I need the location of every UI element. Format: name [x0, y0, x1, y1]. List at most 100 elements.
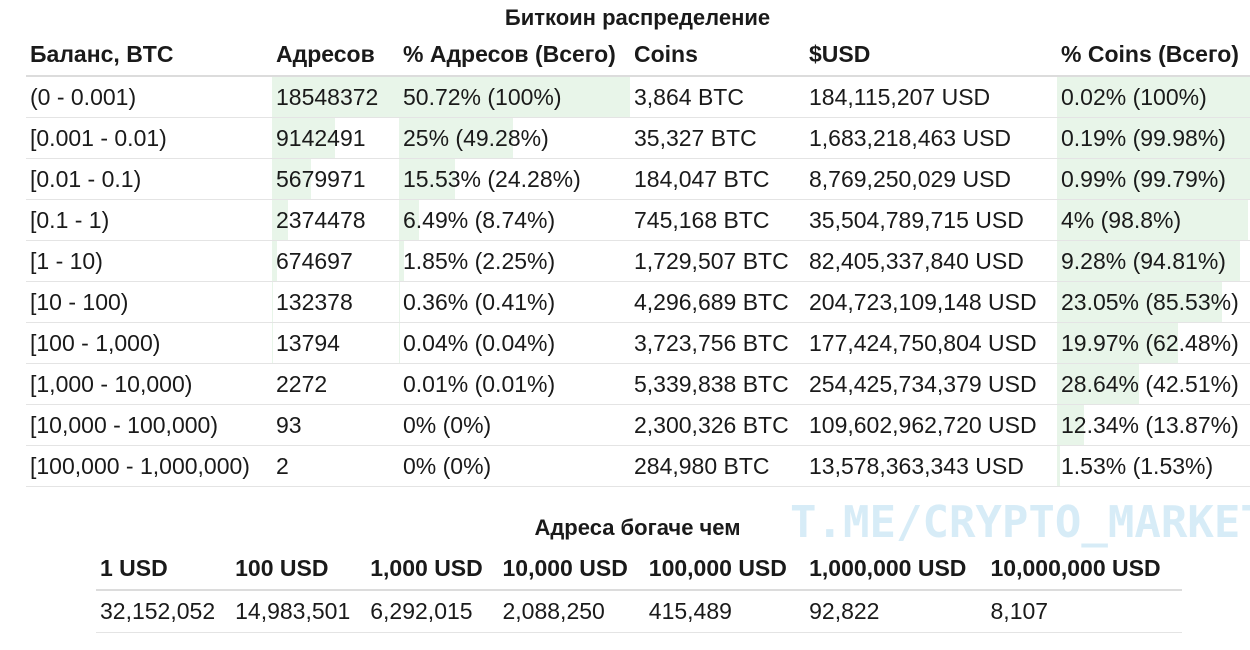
cell-usd-text: 8,769,250,029 USD — [809, 165, 1012, 192]
cell-coins-pct: 0.99% (99.79%) — [1057, 158, 1250, 200]
cell-usd-text: 13,578,363,343 USD — [809, 452, 1024, 479]
cell-balance-text: [1,000 - 10,000) — [30, 370, 193, 397]
cell-coins-pct: 0.19% (99.98%) — [1057, 117, 1250, 159]
cell-addr-pct-text: 0% (0%) — [403, 452, 492, 479]
cell-coins: 5,339,838 BTC — [630, 363, 805, 405]
cell-addr-pct: 1.85% (2.25%) — [399, 240, 630, 282]
cell-coins-pct-text: 9.28% (94.81%) — [1061, 247, 1226, 274]
cell-coins-pct: 23.05% (85.53%) — [1057, 281, 1250, 323]
cell-addresses: 5679971 — [272, 158, 399, 200]
cell-addresses-text: 9142491 — [276, 124, 366, 151]
richer-col-1usd: 1 USD — [96, 548, 232, 591]
cell-addresses: 674697 — [272, 240, 399, 282]
cell-usd: 1,683,218,463 USD — [805, 117, 1057, 159]
cell-balance-text: [100 - 1,000) — [30, 329, 161, 356]
cell-usd-text: 35,504,789,715 USD — [809, 206, 1024, 233]
cell-coins-pct-text: 0.99% (99.79%) — [1061, 165, 1226, 192]
cell-addresses-text: 132378 — [276, 288, 353, 315]
cell-addr-pct-text: 0% (0%) — [403, 411, 492, 438]
richer-value-1000000usd: 92,822 — [805, 590, 987, 633]
cell-addresses: 13794 — [272, 322, 399, 364]
cell-addr-pct-text: 50.72% (100%) — [403, 83, 562, 110]
table-row: [10,000 - 100,000) 93 0% (0%) 2,300,326 BTC… — [26, 404, 1250, 446]
richer-table: 1 USD 100 USD 1,000 USD 10,000 USD 100,0… — [96, 548, 1182, 633]
table-row: [1 - 10) 674697 1.85% (2.25%) 1,729,507 BTC… — [26, 240, 1250, 282]
table-row: [0.1 - 1) 2374478 6.49% (8.74%) 745,168 BTC… — [26, 199, 1250, 241]
cell-coins-text: 35,327 BTC — [634, 124, 757, 151]
richer-col-1000000usd: 1,000,000 USD — [805, 548, 987, 591]
cell-addr-pct: 25% (49.28%) — [399, 117, 630, 159]
cell-coins-pct-text: 23.05% (85.53%) — [1061, 288, 1239, 315]
cell-coins-pct-text: 0.19% (99.98%) — [1061, 124, 1226, 151]
cell-coins: 184,047 BTC — [630, 158, 805, 200]
share-bar — [1057, 241, 1240, 281]
cell-addresses: 18548372 — [272, 76, 399, 118]
cell-coins: 3,723,756 BTC — [630, 322, 805, 364]
cell-balance: [0.001 - 0.01) — [26, 117, 272, 159]
cell-coins-text: 745,168 BTC — [634, 206, 770, 233]
cell-usd-text: 204,723,109,148 USD — [809, 288, 1037, 315]
share-bar — [1057, 364, 1140, 404]
cell-addresses: 93 — [272, 404, 399, 446]
cell-coins: 35,327 BTC — [630, 117, 805, 159]
cell-balance-text: [10,000 - 100,000) — [30, 411, 218, 438]
cell-balance: [100 - 1,000) — [26, 322, 272, 364]
cell-addresses-text: 2374478 — [276, 206, 366, 233]
cell-coins-text: 1,729,507 BTC — [634, 247, 789, 274]
watermark-text: T.ME/CRYPTO_MARKET — [790, 497, 1250, 548]
cell-usd-text: 184,115,207 USD — [809, 83, 991, 110]
cell-addr-pct: 0.36% (0.41%) — [399, 281, 630, 323]
cell-coins-text: 2,300,326 BTC — [634, 411, 789, 438]
share-bar — [1057, 159, 1250, 199]
cell-addresses-text: 13794 — [276, 329, 340, 356]
cell-addr-pct-text: 1.85% (2.25%) — [403, 247, 556, 274]
cell-addr-pct-text: 15.53% (24.28%) — [403, 165, 581, 192]
share-bar — [272, 200, 289, 240]
richer-value-10000000usd: 8,107 — [986, 590, 1182, 633]
cell-usd: 109,602,962,720 USD — [805, 404, 1057, 446]
cell-usd-text: 177,424,750,804 USD — [809, 329, 1037, 356]
table-row: [10 - 100) 132378 0.36% (0.41%) 4,296,689 B… — [26, 281, 1250, 323]
share-bar — [1057, 77, 1250, 117]
cell-balance-text: [0.01 - 0.1) — [30, 165, 142, 192]
cell-coins-pct: 4% (98.8%) — [1057, 199, 1250, 241]
share-bar — [1057, 323, 1178, 363]
cell-addr-pct: 0% (0%) — [399, 404, 630, 446]
cell-addr-pct: 50.72% (100%) — [399, 76, 630, 118]
cell-balance-text: [1 - 10) — [30, 247, 103, 274]
share-bar — [272, 241, 277, 281]
cell-addr-pct-text: 6.49% (8.74%) — [403, 206, 556, 233]
richer-col-100usd: 100 USD — [231, 548, 367, 591]
table-row: [1,000 - 10,000) 2272 0.01% (0.01%) 5,339,8… — [26, 363, 1250, 405]
cell-coins-pct: 1.53% (1.53%) — [1057, 445, 1250, 487]
share-bar — [399, 77, 630, 117]
table-row: [100 - 1,000) 13794 0.04% (0.04%) 3,723,756… — [26, 322, 1250, 364]
cell-addr-pct-text: 25% (49.28%) — [403, 124, 549, 151]
cell-coins-pct-text: 12.34% (13.87%) — [1061, 411, 1239, 438]
cell-coins-pct-text: 0.02% (100%) — [1061, 83, 1207, 110]
richer-header-row: 1 USD 100 USD 1,000 USD 10,000 USD 100,0… — [96, 548, 1182, 591]
share-bar — [1057, 405, 1084, 445]
cell-addr-pct: 15.53% (24.28%) — [399, 158, 630, 200]
share-bar — [399, 282, 400, 322]
cell-usd: 8,769,250,029 USD — [805, 158, 1057, 200]
cell-addr-pct: 0.04% (0.04%) — [399, 322, 630, 364]
cell-coins-text: 184,047 BTC — [634, 165, 770, 192]
cell-coins: 1,729,507 BTC — [630, 240, 805, 282]
cell-balance: [10,000 - 100,000) — [26, 404, 272, 446]
cell-coins-text: 284,980 BTC — [634, 452, 770, 479]
cell-usd: 82,405,337,840 USD — [805, 240, 1057, 282]
richer-title: Адреса богаче чем — [534, 515, 741, 540]
cell-addresses: 132378 — [272, 281, 399, 323]
cell-usd-text: 1,683,218,463 USD — [809, 124, 1012, 151]
share-bar — [272, 118, 335, 158]
share-bar — [399, 200, 420, 240]
cell-coins-pct: 9.28% (94.81%) — [1057, 240, 1250, 282]
cell-coins: 284,980 BTC — [630, 445, 805, 487]
col-header-coins: Coins — [630, 34, 805, 77]
distribution-header-row: Баланс, BTC Адресов % Адресов (Всего) Co… — [26, 34, 1250, 77]
cell-addr-pct-text: 0.01% (0.01%) — [403, 370, 556, 397]
cell-balance: [1,000 - 10,000) — [26, 363, 272, 405]
share-bar — [399, 241, 405, 281]
cell-usd: 177,424,750,804 USD — [805, 322, 1057, 364]
